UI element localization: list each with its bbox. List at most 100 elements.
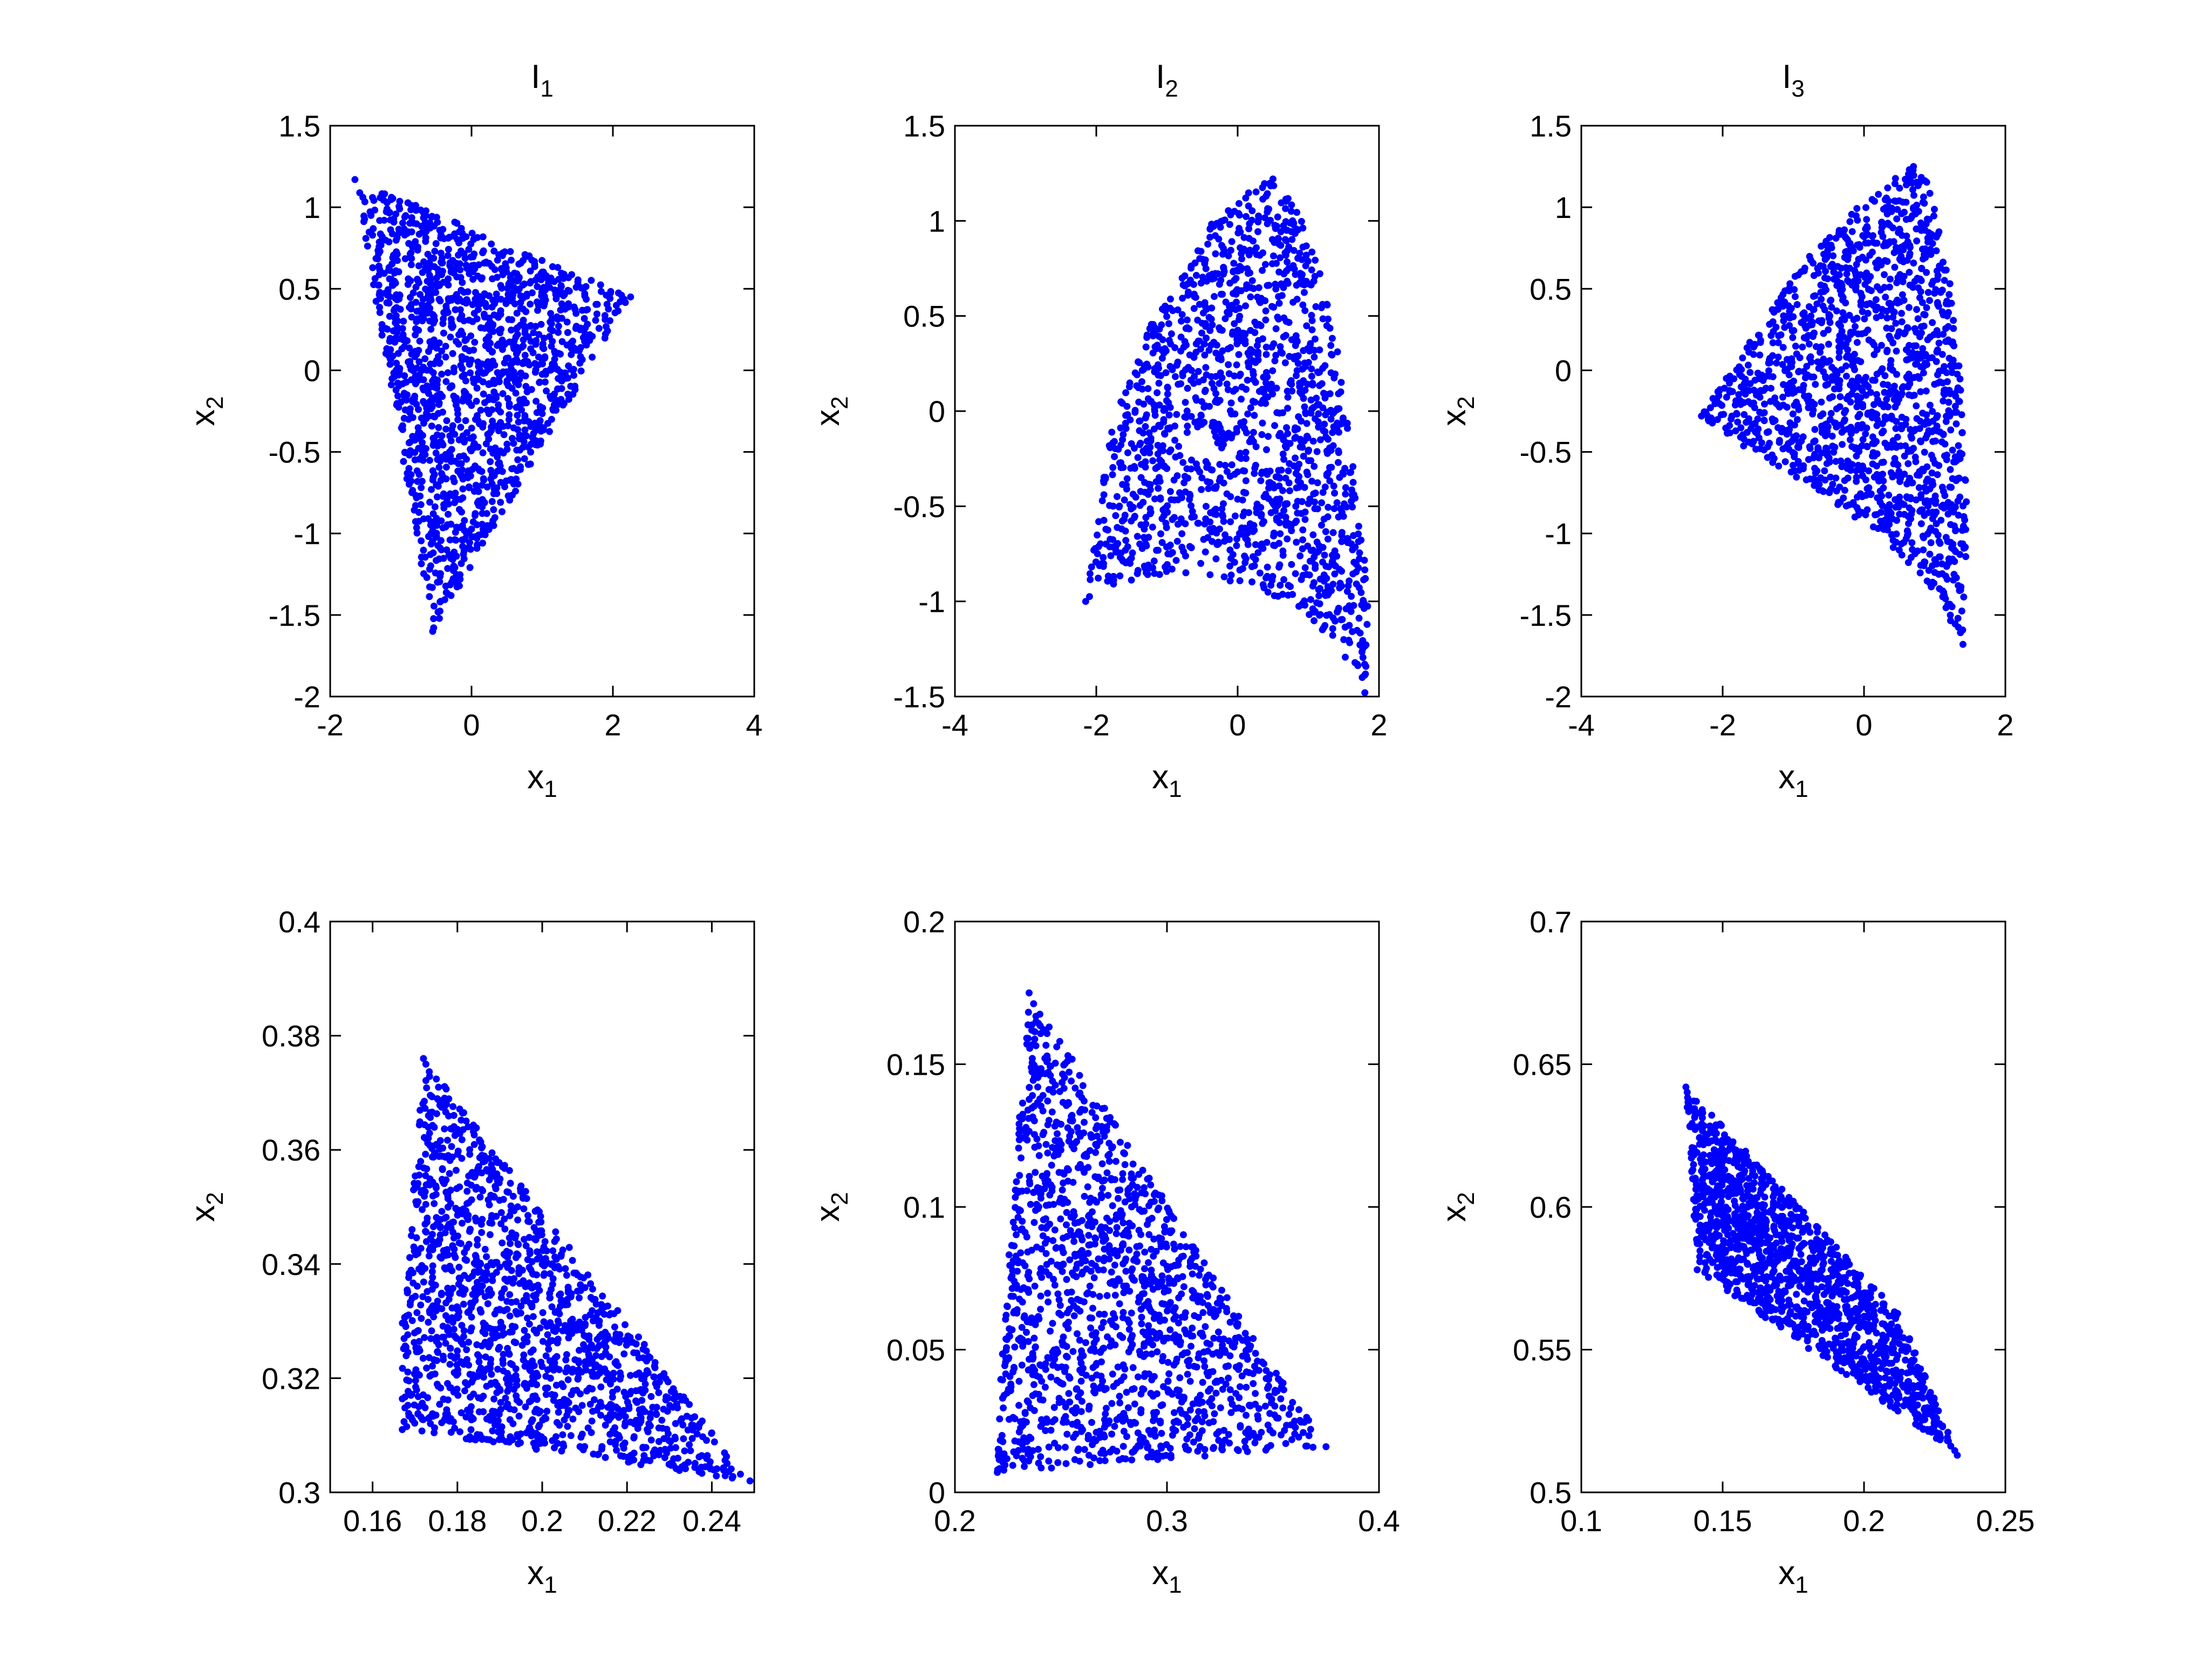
data-point xyxy=(1896,271,1904,278)
data-point xyxy=(413,315,421,323)
data-point xyxy=(1333,499,1341,507)
data-point xyxy=(1839,309,1847,317)
label-main: x xyxy=(1152,759,1169,796)
y-tick-label: -1 xyxy=(293,517,320,551)
data-point xyxy=(1355,615,1363,622)
data-point xyxy=(376,266,384,274)
data-point xyxy=(447,333,454,341)
data-point xyxy=(457,424,465,431)
data-point xyxy=(1252,556,1259,563)
data-point xyxy=(1216,461,1224,468)
data-point xyxy=(1929,508,1936,516)
data-point xyxy=(1832,458,1840,465)
data-point xyxy=(1857,302,1865,309)
data-point xyxy=(1750,351,1757,358)
data-point xyxy=(517,260,524,267)
data-point xyxy=(435,615,443,622)
data-point xyxy=(445,510,452,518)
data-point xyxy=(385,299,393,307)
data-point xyxy=(1253,244,1260,251)
data-point xyxy=(1890,383,1898,390)
data-point xyxy=(426,456,433,464)
data-point xyxy=(377,194,384,201)
data-point xyxy=(1766,372,1773,380)
data-point xyxy=(1795,406,1803,413)
data-point xyxy=(1321,428,1329,435)
data-point xyxy=(1876,499,1884,506)
data-point xyxy=(1235,304,1243,312)
data-point xyxy=(531,360,538,367)
data-point xyxy=(416,337,424,345)
data-point xyxy=(527,322,535,329)
data-point xyxy=(383,290,391,298)
data-point xyxy=(1930,427,1937,434)
label-subscript: 1 xyxy=(540,76,553,102)
data-point xyxy=(406,220,414,227)
data-point xyxy=(1958,429,1966,436)
data-point xyxy=(1822,445,1829,452)
data-point xyxy=(372,255,380,262)
x-axis-label: x1 xyxy=(1152,759,1182,802)
data-point xyxy=(483,362,490,370)
data-point xyxy=(1342,484,1349,492)
data-point xyxy=(442,353,449,361)
y-tick-label: -1.5 xyxy=(893,680,946,714)
data-point xyxy=(517,292,524,299)
data-point xyxy=(463,429,470,436)
data-point xyxy=(1262,307,1269,315)
data-point xyxy=(1329,529,1337,536)
data-point xyxy=(1319,489,1327,496)
data-point xyxy=(473,398,480,405)
data-point xyxy=(1944,499,1952,506)
x-tick-label: -2 xyxy=(1083,708,1110,742)
data-point xyxy=(1863,301,1871,308)
data-point xyxy=(470,310,478,317)
data-point xyxy=(1887,365,1894,372)
data-point xyxy=(1095,518,1102,526)
data-point xyxy=(1785,440,1792,447)
data-point xyxy=(489,471,496,479)
data-point xyxy=(452,401,460,409)
data-point xyxy=(1107,536,1114,543)
data-point xyxy=(1857,358,1865,365)
data-point xyxy=(1355,522,1362,530)
y-tick-label: 0 xyxy=(304,353,320,387)
data-point xyxy=(1873,346,1881,353)
data-point xyxy=(1889,544,1897,551)
data-point xyxy=(445,245,452,253)
data-point xyxy=(1205,313,1213,321)
data-point xyxy=(521,426,529,434)
data-point xyxy=(419,305,427,313)
data-point xyxy=(370,281,377,288)
data-point xyxy=(1825,340,1832,348)
data-point xyxy=(1271,422,1279,429)
data-point xyxy=(1174,521,1182,528)
data-point xyxy=(1206,571,1214,578)
data-point xyxy=(1294,425,1301,433)
data-point xyxy=(1864,410,1872,417)
data-point xyxy=(1898,310,1905,317)
data-point xyxy=(1184,429,1191,436)
data-point xyxy=(554,264,562,271)
data-point xyxy=(465,245,473,253)
data-point xyxy=(549,338,556,345)
data-point xyxy=(1227,211,1234,219)
data-point xyxy=(1227,399,1235,407)
data-point xyxy=(1313,448,1321,455)
data-point xyxy=(1921,448,1928,456)
data-point xyxy=(1171,514,1178,521)
data-point xyxy=(1361,566,1369,574)
data-point xyxy=(1218,242,1225,249)
data-point xyxy=(1900,501,1908,508)
data-point xyxy=(1264,563,1271,571)
data-point xyxy=(1292,570,1299,577)
data-point xyxy=(593,301,601,308)
data-point xyxy=(438,260,446,267)
data-point xyxy=(1798,319,1805,326)
data-point xyxy=(524,333,532,340)
data-point xyxy=(1100,477,1107,485)
data-point xyxy=(1269,390,1276,398)
data-point xyxy=(1958,411,1965,419)
data-point xyxy=(514,426,522,433)
data-point xyxy=(1282,474,1289,482)
